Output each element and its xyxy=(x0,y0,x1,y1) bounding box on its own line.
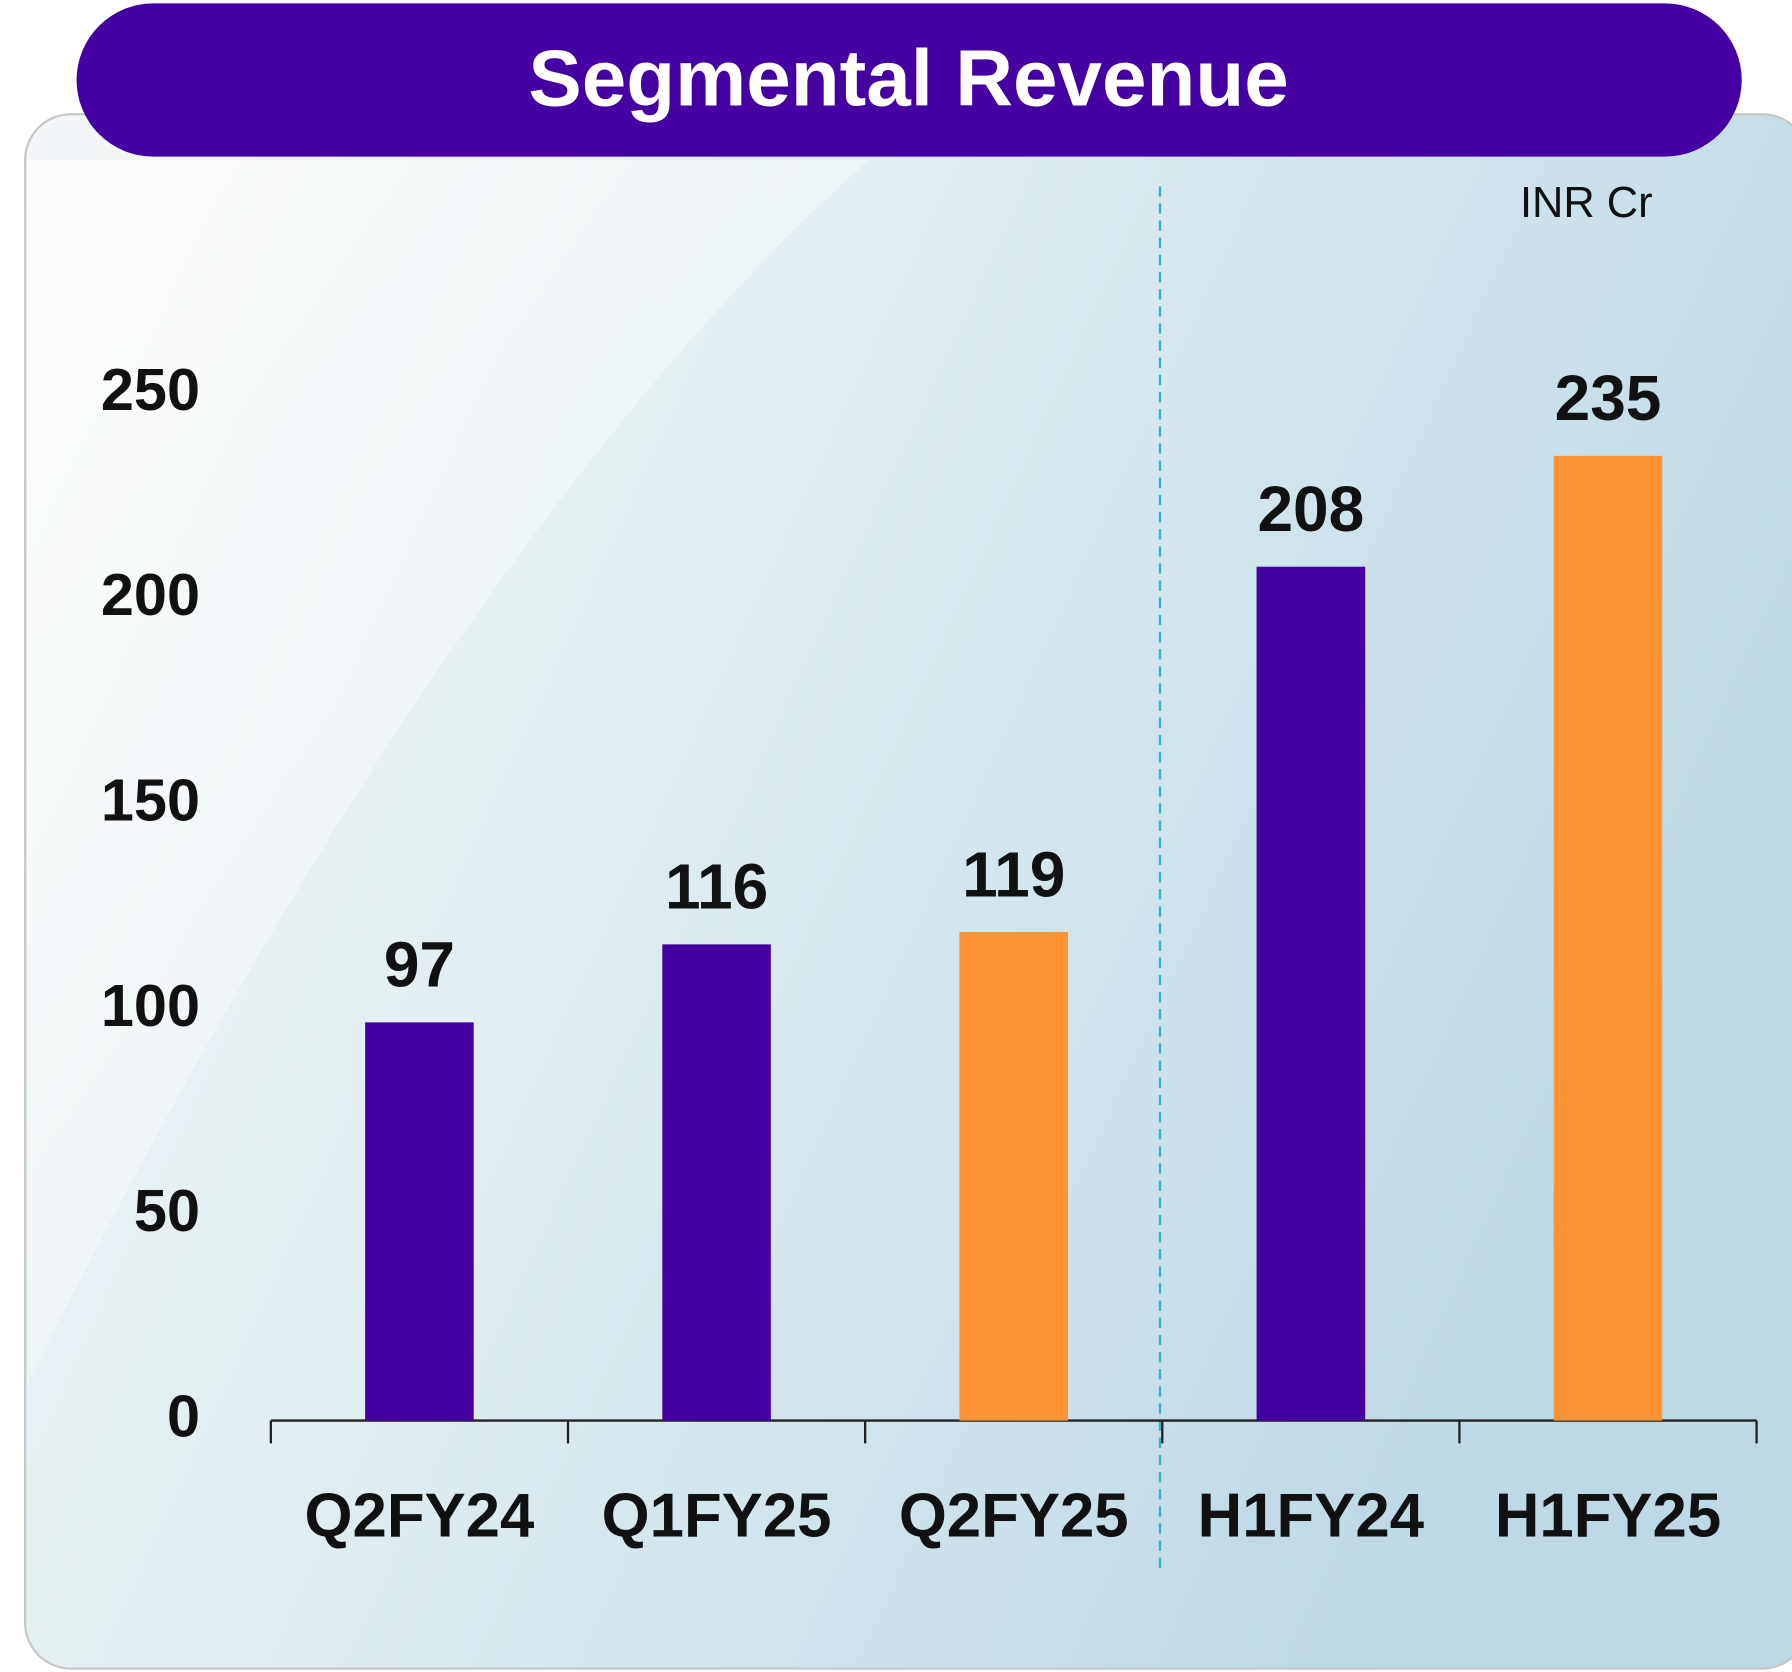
bar xyxy=(1553,455,1663,1421)
data-label: 97 xyxy=(384,929,455,1001)
x-tick-label: Q2FY24 xyxy=(305,1481,535,1550)
data-label: 119 xyxy=(962,838,1065,910)
data-label: 235 xyxy=(1555,362,1662,434)
y-tick-label: 50 xyxy=(134,1177,200,1244)
title-pill xyxy=(76,3,1742,157)
y-tick-label: 250 xyxy=(101,356,200,423)
bar xyxy=(365,1022,474,1421)
bar xyxy=(959,932,1068,1421)
chart-title: Segmental Revenue xyxy=(528,34,1288,123)
y-tick-label: 0 xyxy=(167,1382,200,1449)
unit-label: INR Cr xyxy=(1520,179,1653,227)
x-tick-label: Q1FY25 xyxy=(602,1481,832,1550)
x-tick-label: Q2FY25 xyxy=(899,1481,1129,1550)
bar xyxy=(1256,566,1366,1421)
data-label: 208 xyxy=(1257,473,1364,545)
y-tick-label: 100 xyxy=(101,972,200,1039)
y-tick-label: 200 xyxy=(101,561,200,628)
x-tick-label: H1FY25 xyxy=(1495,1481,1721,1550)
sheen xyxy=(27,160,869,1383)
bar xyxy=(662,944,771,1421)
x-tick-label: H1FY24 xyxy=(1198,1481,1424,1550)
y-tick-label: 150 xyxy=(101,767,200,834)
data-label: 116 xyxy=(665,851,768,923)
